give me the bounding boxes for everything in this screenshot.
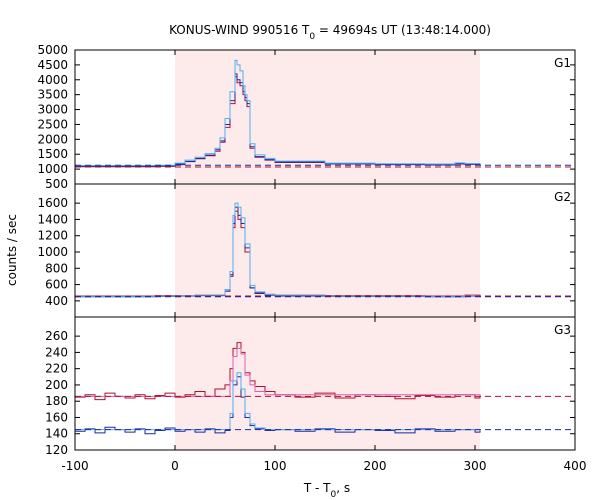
y-tick-label: 4500 — [37, 58, 68, 72]
y-tick-label: 3500 — [37, 88, 68, 102]
series-line-magenta — [75, 347, 481, 397]
y-tick-label: 260 — [45, 329, 68, 343]
y-tick-label: 1000 — [37, 162, 68, 176]
highlight-interval — [175, 184, 480, 317]
y-tick-label: 180 — [45, 394, 68, 408]
x-tick-label: 400 — [564, 459, 587, 473]
y-tick-label: 1200 — [37, 229, 68, 243]
y-tick-label: 400 — [45, 294, 68, 308]
plot-area: 500100015002000250030003500400045005000G… — [37, 43, 586, 473]
x-tick-label: 300 — [464, 459, 487, 473]
panel-label: G3 — [554, 323, 571, 337]
y-tick-label: 120 — [45, 443, 68, 457]
y-tick-label: 2000 — [37, 132, 68, 146]
y-tick-label: 1600 — [37, 196, 68, 210]
y-axis-label: counts / sec — [5, 214, 19, 286]
panel-frame — [74, 316, 576, 451]
y-tick-label: 1000 — [37, 245, 68, 259]
y-tick-label: 600 — [45, 278, 68, 292]
chart-title: KONUS-WIND 990516 T0 = 49694s UT (13:48:… — [169, 23, 491, 42]
y-tick-label: 220 — [45, 362, 68, 376]
series-line-light-blue — [75, 372, 480, 431]
panel-label: G2 — [554, 190, 571, 204]
highlight-interval — [175, 317, 480, 450]
series-line-light-blue — [75, 59, 481, 167]
x-axis-label: T - T0, s — [303, 481, 350, 500]
y-tick-label: 800 — [45, 261, 68, 275]
y-tick-label: 140 — [45, 427, 68, 441]
y-tick-label: 1400 — [37, 212, 68, 226]
y-tick-label: 200 — [45, 378, 68, 392]
y-tick-label: 4000 — [37, 73, 68, 87]
y-tick-label: 500 — [45, 177, 68, 191]
x-tick-label: 200 — [364, 459, 387, 473]
x-tick-label: 100 — [264, 459, 287, 473]
y-tick-label: 240 — [45, 345, 68, 359]
highlight-interval — [175, 50, 480, 184]
y-tick-label: 1500 — [37, 147, 68, 161]
x-tick-label: 0 — [171, 459, 179, 473]
y-tick-label: 2500 — [37, 117, 68, 131]
y-tick-label: 3000 — [37, 103, 68, 117]
y-tick-label: 5000 — [37, 43, 68, 57]
y-tick-label: 160 — [45, 410, 68, 424]
x-tick-label: -100 — [61, 459, 88, 473]
panel-label: G1 — [554, 56, 571, 70]
